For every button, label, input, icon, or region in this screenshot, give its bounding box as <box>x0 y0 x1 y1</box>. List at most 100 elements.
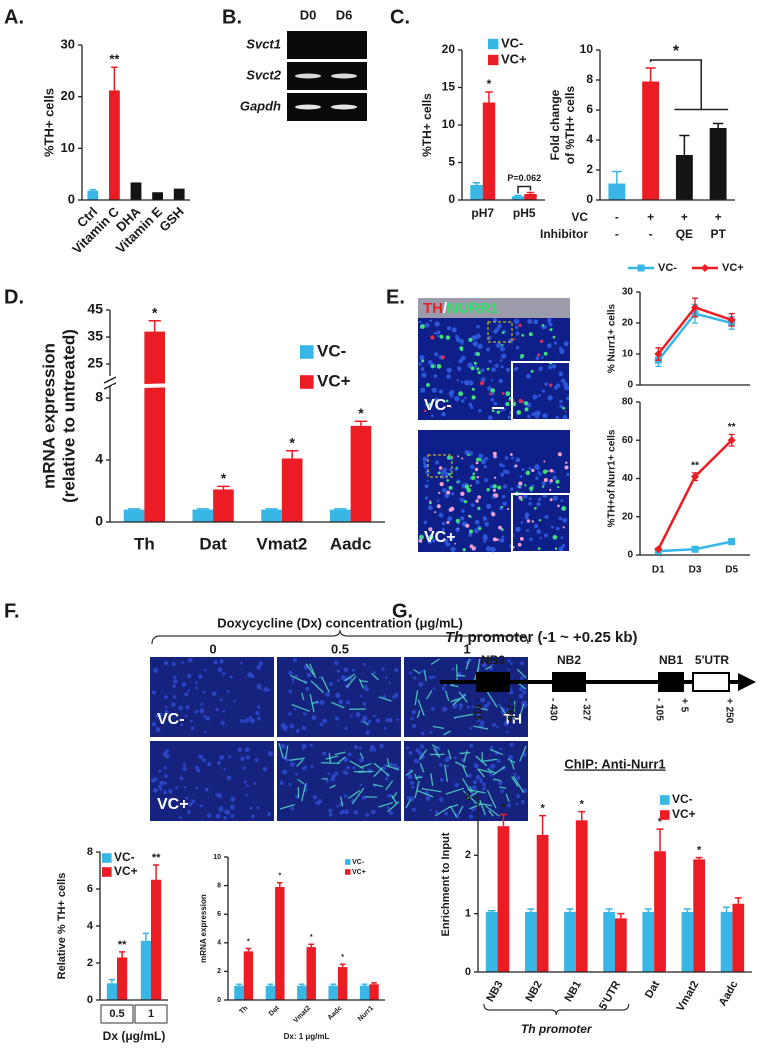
legend-swatch <box>102 853 112 863</box>
nucleus <box>336 669 341 673</box>
nucleus <box>279 780 284 785</box>
nucleus <box>310 765 314 769</box>
nucleus <box>422 456 428 462</box>
nucleus <box>480 720 485 725</box>
panel-label: A. <box>4 6 24 28</box>
nucleus <box>490 379 494 382</box>
th-fiber <box>469 785 474 793</box>
th-fiber <box>430 773 434 786</box>
nucleus <box>538 394 542 398</box>
nucleus <box>205 716 211 721</box>
significance-label: * <box>341 954 344 961</box>
position-label: + 5 <box>678 698 689 713</box>
nucleus <box>341 809 345 814</box>
nucleus <box>520 799 525 804</box>
nurr1-cell <box>466 487 472 493</box>
nucleus <box>454 395 460 402</box>
panel-label: G. <box>392 600 413 622</box>
legend-swatch <box>488 54 499 66</box>
nucleus <box>211 691 217 696</box>
error-bar <box>617 912 625 919</box>
significance-label: * <box>310 934 313 941</box>
error-bar <box>196 508 209 510</box>
micrograph <box>150 657 274 737</box>
nucleus <box>459 516 465 521</box>
th-fiber <box>445 787 465 795</box>
nucleus <box>302 766 307 771</box>
error-bar <box>371 982 377 985</box>
th-cell <box>512 546 515 549</box>
nucleus <box>433 397 439 403</box>
significance-label: * <box>487 77 492 91</box>
legend-swatch <box>660 810 670 820</box>
nucleus <box>501 353 507 359</box>
th-fiber <box>505 793 510 803</box>
nucleus <box>501 535 505 539</box>
nucleus <box>450 546 456 553</box>
th-fiber <box>414 690 419 706</box>
th-fiber <box>291 703 310 712</box>
nucleus <box>431 387 437 393</box>
x-tick-label: D3 <box>689 565 702 576</box>
nucleus <box>537 470 541 474</box>
nucleus <box>438 797 444 802</box>
th-fiber <box>488 810 494 817</box>
th-fiber <box>465 790 479 801</box>
nucleus <box>242 766 246 770</box>
nucleus <box>471 335 477 341</box>
nucleus <box>480 459 486 465</box>
error-bar <box>298 983 305 986</box>
element-label: NB2 <box>557 653 581 667</box>
nucleus <box>280 743 286 750</box>
error-bar <box>245 947 252 952</box>
th-cell <box>457 455 460 458</box>
nucleus <box>502 464 506 468</box>
nucleus <box>446 326 451 331</box>
y-axis-label: of %TH+ cells <box>563 85 577 164</box>
bar <box>330 509 351 522</box>
nucleus <box>515 331 520 336</box>
bar <box>720 911 733 972</box>
x-tick-label: pH7 <box>471 206 494 220</box>
y-tick-label: 10 <box>213 854 221 861</box>
nucleus <box>490 763 496 769</box>
nucleus <box>558 371 564 377</box>
th-fiber <box>432 725 445 729</box>
nucleus <box>520 521 524 524</box>
nucleus <box>257 706 261 710</box>
y-tick-label: 4 <box>95 451 103 467</box>
nucleus <box>373 671 377 674</box>
th-cell <box>492 488 496 492</box>
nucleus <box>562 414 568 420</box>
nucleus <box>491 367 496 372</box>
nucleus <box>355 712 361 718</box>
th-cell <box>439 481 444 487</box>
th-fiber <box>493 778 502 782</box>
nucleus <box>184 692 189 697</box>
th-cell <box>518 481 523 486</box>
nurr1-cell <box>496 410 500 414</box>
nucleus <box>548 322 553 327</box>
nucleus <box>199 708 205 714</box>
nucleus <box>499 747 502 751</box>
nucleus <box>509 742 514 747</box>
th-fiber <box>378 696 392 702</box>
error-bar <box>153 864 160 880</box>
nucleus <box>352 766 356 770</box>
nucleus <box>217 761 221 765</box>
error-bar <box>683 908 691 912</box>
error-bar <box>111 66 118 91</box>
nucleus <box>436 334 440 338</box>
nucleus <box>263 687 269 693</box>
y-tick-label: 6 <box>87 883 93 895</box>
nucleus <box>505 722 509 726</box>
legend-swatch <box>300 375 314 389</box>
nucleus <box>528 467 532 471</box>
nucleus <box>474 519 480 525</box>
y-tick-label: 0 <box>448 192 455 206</box>
y-tick-label: 2 <box>87 957 93 969</box>
nucleus <box>502 484 508 489</box>
nucleus <box>510 662 513 665</box>
nucleus <box>392 763 396 767</box>
nucleus <box>158 712 163 717</box>
